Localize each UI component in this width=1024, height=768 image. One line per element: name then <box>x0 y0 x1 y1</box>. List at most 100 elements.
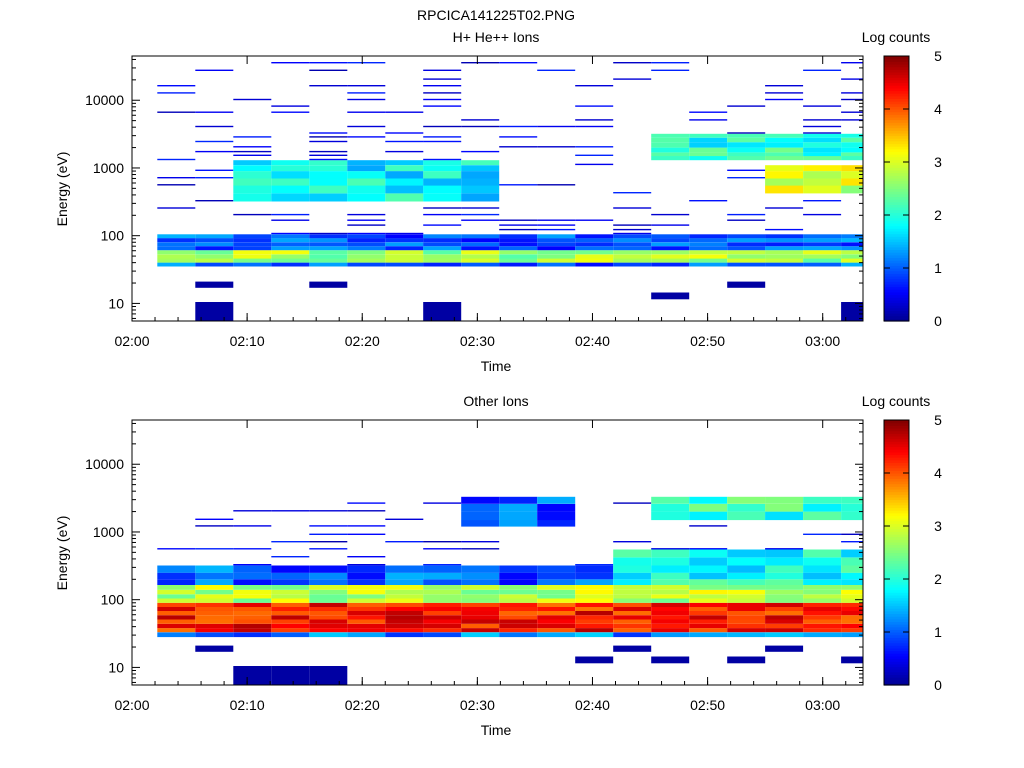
heatmap-cell <box>575 598 614 603</box>
heatmap-cell <box>499 628 538 633</box>
heatmap-cell <box>347 165 386 172</box>
heatmap-cell <box>613 572 652 580</box>
heatmap-cell <box>575 125 614 128</box>
heatmap-cell <box>803 242 842 247</box>
heatmap-cell <box>499 219 538 221</box>
heatmap-cell <box>727 549 766 558</box>
y-tick-label: 100 <box>101 228 125 244</box>
heatmap-cell <box>347 628 386 633</box>
heatmap-cell <box>575 105 614 107</box>
heatmap-cell <box>423 246 462 251</box>
heatmap-cell <box>271 232 310 235</box>
heatmap-cell <box>499 234 538 239</box>
heatmap-cell <box>195 628 234 633</box>
heatmap-cell <box>727 142 766 148</box>
heatmap-cell <box>651 594 690 599</box>
heatmap-cell <box>423 262 462 267</box>
colorbar-swatch <box>884 164 909 168</box>
colorbar-swatch <box>884 122 909 126</box>
heatmap-cell <box>195 150 234 153</box>
heatmap-cell <box>537 589 576 595</box>
heatmap-cell <box>423 125 462 128</box>
heatmap-cell <box>727 594 766 599</box>
heatmap-cell <box>803 611 842 616</box>
heatmap-cell <box>271 185 310 194</box>
heatmap-cell <box>423 185 462 194</box>
heatmap-cell <box>575 242 614 247</box>
heatmap-cell <box>727 169 766 171</box>
x-tick-label: 02:40 <box>575 697 610 713</box>
heatmap-cell <box>157 623 196 629</box>
heatmap-cell <box>461 119 500 121</box>
heatmap-cell <box>423 234 462 239</box>
heatmap-cell <box>613 254 652 259</box>
heatmap-cell <box>233 585 272 590</box>
heatmap-cell <box>461 602 500 607</box>
colorbar-label: Log counts <box>862 29 931 45</box>
heatmap-cell <box>233 615 272 620</box>
heatmap-cell <box>575 238 614 243</box>
axes: 02:00 02:10 02:20 02:30 02:40 02:50 03:00 10 100… <box>85 56 863 349</box>
colorbar-swatch <box>884 507 909 511</box>
heatmap-cell <box>651 565 690 573</box>
heatmap-cell <box>765 549 804 558</box>
colorbar-swatch <box>884 204 909 208</box>
heatmap-cell <box>537 511 576 521</box>
heatmap-cell <box>613 619 652 624</box>
heatmap-cell <box>233 548 272 550</box>
colorbar-swatch <box>884 236 909 240</box>
heatmap-cell <box>499 62 538 64</box>
heatmap-cell <box>613 234 652 239</box>
heatmap-cell <box>727 557 766 566</box>
colorbar-swatch <box>884 127 909 131</box>
heatmap-cell <box>765 511 804 521</box>
heatmap-cell <box>461 234 500 239</box>
heatmap-cell <box>195 615 234 620</box>
heatmap-cell <box>233 258 272 263</box>
heatmap-cell <box>575 594 614 599</box>
heatmap-cell <box>461 213 500 216</box>
heatmap-cell <box>803 246 842 251</box>
colorbar-swatch <box>884 302 909 306</box>
heatmap-cell <box>841 142 863 148</box>
heatmap-cell <box>461 615 500 620</box>
heatmap-cell <box>651 619 690 624</box>
heatmap-cell <box>841 533 863 535</box>
heatmap-cell <box>271 171 310 179</box>
heatmap-cell <box>689 254 728 259</box>
colorbar-swatch <box>884 586 909 591</box>
heatmap-cell <box>309 254 348 259</box>
heatmap-cell <box>423 565 462 573</box>
heatmap-cell <box>537 262 576 267</box>
heatmap-cell <box>841 171 863 179</box>
colorbar-swatch <box>884 119 909 123</box>
heatmap-cell <box>347 219 386 221</box>
heatmap-cell <box>195 169 234 171</box>
heatmap-cell <box>385 160 424 166</box>
heatmap-cell <box>575 564 614 566</box>
heatmap-cell <box>157 594 196 599</box>
colorbar-swatch <box>884 589 909 593</box>
y-tick-label: 10000 <box>85 456 124 472</box>
heatmap-cell <box>727 632 766 638</box>
heatmap-cell <box>385 598 424 603</box>
colorbar-swatch <box>884 238 909 243</box>
heatmap-cell <box>537 238 576 243</box>
heatmap-cell <box>727 565 766 573</box>
heatmap-cell <box>347 111 386 113</box>
colorbar-swatch <box>884 584 909 588</box>
colorbar-swatch <box>884 597 909 601</box>
heatmap-cell <box>841 632 863 638</box>
colorbar-swatch <box>884 663 909 668</box>
heatmap-cell <box>613 246 652 251</box>
colorbar-swatch <box>884 637 909 641</box>
heatmap-cell <box>689 623 728 629</box>
heatmap-cell <box>157 565 196 573</box>
heatmap-cell <box>613 579 652 585</box>
heatmap-cell <box>841 92 863 94</box>
heatmap-cell <box>461 619 500 624</box>
heatmap-cell <box>347 262 386 267</box>
heatmap-cell <box>309 234 348 239</box>
heatmap-cell <box>765 645 804 652</box>
heatmap-cell <box>347 85 386 87</box>
